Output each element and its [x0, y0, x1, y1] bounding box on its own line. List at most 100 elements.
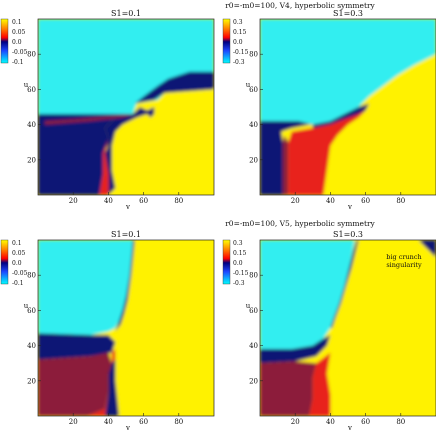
heatmap-region-red — [87, 391, 109, 416]
heatmap-v4-s01 — [38, 19, 214, 195]
y-tick-label: 80 — [27, 51, 36, 59]
colorbar-tick-label: 0.15 — [233, 29, 247, 36]
colorbar-v4-s03: 0.3 0.15 0.0 -0.15 -0.3 — [222, 18, 249, 66]
heatmap-region-dark-blue — [134, 71, 214, 104]
panel-title-v5-s03: S1=0.3 — [333, 230, 363, 239]
panel-title-v5-s01: S1=0.1 — [111, 230, 141, 239]
plot-frame — [259, 239, 436, 417]
y-tick-label: 60 — [249, 307, 258, 315]
x-tick-label: 20 — [291, 197, 300, 205]
plot-frame — [259, 18, 436, 196]
heatmap-region-dark-blue — [418, 240, 436, 258]
heatmap-region-cyan — [260, 19, 436, 125]
row-title-bottom: r0=-m0=100, V5, hyperbolic symmetry — [225, 219, 375, 228]
x-tick-label: 40 — [104, 418, 113, 426]
colorbar-tick-label: 0.3 — [233, 19, 243, 26]
x-tick-label: 40 — [326, 197, 335, 205]
x-tick-label: 40 — [326, 418, 335, 426]
plot-frame — [37, 239, 215, 417]
y-tick-label: 20 — [249, 156, 258, 164]
heatmap-region-dark-red — [38, 352, 112, 416]
y-tick-label: 80 — [27, 272, 36, 280]
heatmap-region-cyan — [260, 240, 355, 350]
colorbar-tick-label: -0.05 — [12, 49, 28, 56]
x-tick-label: 20 — [291, 418, 300, 426]
heatmap-region-dark-blue — [115, 240, 135, 332]
y-tick-label: 40 — [249, 342, 258, 350]
colorbar-v4-s01: 0.1 0.05 0.0 -0.05 -0.1 — [0, 18, 28, 66]
x-tick-label: 60 — [361, 197, 370, 205]
y-tick-label: 40 — [27, 121, 36, 129]
colorbar-tick-label: 0.3 — [233, 240, 243, 247]
colorbar-tick-label: 0.1 — [12, 19, 22, 26]
heatmap-field — [38, 19, 214, 195]
colorbar-tick-label: -0.15 — [233, 270, 249, 277]
heatmap-region-dark-red — [45, 114, 137, 125]
x-axis-label: v — [347, 203, 352, 211]
colorbar-v5-s03: 0.3 0.15 0.0 -0.15 -0.3 — [222, 239, 249, 287]
y-tick-label: 40 — [249, 121, 258, 129]
colorbar-tick-label: -0.05 — [12, 270, 28, 277]
colorbar-tick-label: 0.0 — [12, 39, 22, 46]
heatmap-region-dark-blue — [104, 110, 155, 195]
y-tick-label: 60 — [27, 86, 36, 94]
colorbar-tick-label: 0.0 — [233, 39, 243, 46]
heatmap-v5-s03 — [260, 240, 436, 416]
x-tick-label: 60 — [361, 418, 370, 426]
y-tick-label: 80 — [249, 51, 258, 59]
x-axis-label: v — [125, 203, 130, 211]
plot-frame — [37, 18, 215, 196]
panel-title-v4-s01: S1=0.1 — [111, 9, 141, 18]
heatmap-v5-s01 — [38, 240, 214, 416]
x-tick-label: 80 — [174, 418, 183, 426]
y-tick-label: 20 — [27, 156, 36, 164]
x-tick-label: 20 — [69, 197, 78, 205]
colorbar-tick-label: -0.3 — [233, 280, 245, 287]
heatmap-v4-s03 — [260, 19, 436, 195]
colorbar-tick-label: 0.05 — [12, 29, 26, 36]
heatmap-field — [260, 19, 436, 195]
y-axis-label: u — [24, 81, 29, 89]
panel-title-v4-s03: S1=0.3 — [333, 9, 363, 18]
heatmap-region-red — [309, 352, 331, 416]
y-tick-label: 60 — [27, 307, 36, 315]
colorbar-tick-label: -0.1 — [12, 280, 24, 287]
colorbar-tick-label: 0.15 — [233, 250, 247, 257]
heatmap-field — [260, 240, 436, 416]
y-axis-label: u — [24, 302, 29, 310]
y-tick-label: 20 — [249, 377, 258, 385]
heatmap-region-dark-red — [282, 135, 289, 195]
heatmap-field — [38, 240, 214, 416]
heatmap-region-dark-blue — [330, 240, 359, 328]
y-tick-label: 20 — [27, 377, 36, 385]
y-tick-label: 80 — [249, 272, 258, 280]
heatmap-region-red — [99, 138, 109, 195]
heatmap-region-red — [108, 349, 116, 374]
colorbar-tick-label: 0.05 — [12, 250, 26, 257]
colorbar-v5-s01: 0.1 0.05 0.0 -0.05 -0.1 — [0, 239, 28, 287]
heatmap-region-dark-blue — [312, 103, 370, 129]
colorbar-tick-label: -0.1 — [12, 59, 24, 66]
y-tick-label: 40 — [27, 342, 36, 350]
annotation-line-1: big crunch — [386, 253, 421, 261]
colorbar-tick-label: -0.15 — [233, 49, 249, 56]
heatmap-region-dark-red — [260, 361, 317, 416]
heatmap-region-dark-blue — [104, 359, 119, 416]
heatmap-region-dark-blue — [38, 333, 116, 360]
heatmap-region-dark-blue — [260, 335, 331, 364]
x-tick-label: 40 — [104, 197, 113, 205]
colorbar-tick-label: -0.3 — [233, 59, 245, 66]
x-tick-label: 80 — [396, 197, 405, 205]
axes-layer: 20 40 60 80 20 40 60 80 v u 20 40 60 80 20 40 60 80 v u 20 40… — [24, 18, 436, 432]
heatmap-region-dark-blue — [260, 121, 313, 195]
row-title-top: r0=-m0=100, V4, hyperbolic symmetry — [225, 1, 375, 10]
colorbar-tick-label: 0.1 — [12, 240, 22, 247]
x-tick-label: 80 — [174, 197, 183, 205]
x-tick-label: 20 — [69, 418, 78, 426]
x-axis-label: v — [125, 424, 130, 431]
x-tick-label: 60 — [139, 418, 148, 426]
heatmap-region-cyan — [38, 240, 133, 335]
heatmap-region-dark-blue — [38, 107, 155, 195]
